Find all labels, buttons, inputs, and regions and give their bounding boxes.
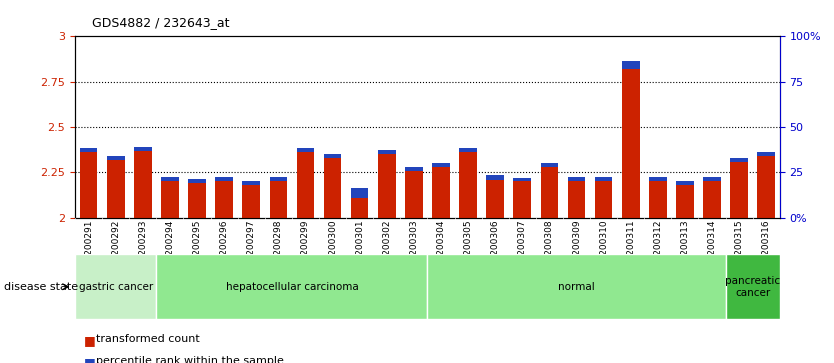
Bar bbox=[75, 254, 157, 319]
Bar bbox=[432, 167, 450, 218]
Bar bbox=[731, 158, 748, 162]
Text: GSM1200297: GSM1200297 bbox=[247, 220, 256, 280]
Bar bbox=[432, 163, 450, 167]
Text: GSM1200291: GSM1200291 bbox=[84, 220, 93, 280]
Bar bbox=[157, 254, 428, 319]
Bar bbox=[649, 177, 666, 182]
Text: GSM1200301: GSM1200301 bbox=[355, 220, 364, 280]
Text: GSM1200293: GSM1200293 bbox=[138, 220, 148, 280]
Text: GSM1200313: GSM1200313 bbox=[681, 220, 690, 280]
Text: disease state: disease state bbox=[4, 282, 78, 292]
Bar bbox=[243, 181, 260, 185]
Bar bbox=[80, 152, 98, 218]
Bar bbox=[243, 185, 260, 218]
Bar bbox=[351, 198, 369, 218]
Bar bbox=[540, 163, 558, 167]
Bar bbox=[215, 182, 233, 218]
Text: GSM1200299: GSM1200299 bbox=[301, 220, 310, 280]
Bar bbox=[324, 158, 341, 218]
Text: GSM1200308: GSM1200308 bbox=[545, 220, 554, 280]
Bar bbox=[731, 162, 748, 218]
Bar bbox=[514, 182, 531, 218]
Text: GSM1200316: GSM1200316 bbox=[761, 220, 771, 280]
Bar bbox=[405, 171, 423, 218]
Bar bbox=[622, 69, 640, 218]
Bar bbox=[486, 180, 504, 218]
Bar bbox=[161, 177, 178, 182]
Text: GSM1200296: GSM1200296 bbox=[219, 220, 229, 280]
Bar bbox=[107, 156, 124, 160]
Text: GSM1200294: GSM1200294 bbox=[165, 220, 174, 280]
Text: GSM1200298: GSM1200298 bbox=[274, 220, 283, 280]
Text: percentile rank within the sample: percentile rank within the sample bbox=[96, 356, 284, 363]
Text: GSM1200314: GSM1200314 bbox=[707, 220, 716, 280]
Text: GSM1200300: GSM1200300 bbox=[328, 220, 337, 280]
Bar bbox=[568, 177, 585, 182]
Text: GSM1200305: GSM1200305 bbox=[464, 220, 473, 280]
Text: pancreatic
cancer: pancreatic cancer bbox=[725, 276, 781, 298]
Bar bbox=[297, 152, 314, 218]
Bar bbox=[726, 254, 780, 319]
Bar bbox=[269, 182, 287, 218]
Text: GDS4882 / 232643_at: GDS4882 / 232643_at bbox=[92, 16, 229, 29]
Text: GSM1200309: GSM1200309 bbox=[572, 220, 581, 280]
Text: hepatocellular carcinoma: hepatocellular carcinoma bbox=[225, 282, 359, 292]
Bar bbox=[595, 182, 612, 218]
Bar bbox=[351, 188, 369, 198]
Bar bbox=[514, 178, 531, 182]
Bar bbox=[134, 147, 152, 151]
Bar bbox=[460, 148, 477, 152]
Bar bbox=[622, 61, 640, 69]
Bar bbox=[161, 182, 178, 218]
Text: transformed count: transformed count bbox=[96, 334, 199, 344]
Bar bbox=[540, 167, 558, 218]
Text: GSM1200292: GSM1200292 bbox=[111, 220, 120, 280]
Bar bbox=[595, 177, 612, 182]
Bar bbox=[107, 160, 124, 218]
Bar bbox=[134, 151, 152, 218]
Text: normal: normal bbox=[558, 282, 595, 292]
Bar bbox=[378, 150, 395, 154]
Bar bbox=[703, 182, 721, 218]
Bar bbox=[324, 154, 341, 158]
Bar bbox=[215, 177, 233, 182]
Bar bbox=[378, 154, 395, 218]
Text: GSM1200315: GSM1200315 bbox=[735, 220, 744, 280]
Text: ■: ■ bbox=[83, 356, 95, 363]
Bar bbox=[297, 148, 314, 152]
Text: GSM1200306: GSM1200306 bbox=[490, 220, 500, 280]
Text: GSM1200312: GSM1200312 bbox=[653, 220, 662, 280]
Text: gastric cancer: gastric cancer bbox=[78, 282, 153, 292]
Bar bbox=[80, 148, 98, 152]
Bar bbox=[428, 254, 726, 319]
Bar bbox=[269, 177, 287, 182]
Bar bbox=[188, 179, 206, 183]
Bar bbox=[757, 152, 775, 156]
Text: GSM1200307: GSM1200307 bbox=[518, 220, 527, 280]
Text: GSM1200311: GSM1200311 bbox=[626, 220, 636, 280]
Bar bbox=[460, 152, 477, 218]
Text: GSM1200303: GSM1200303 bbox=[409, 220, 419, 280]
Bar bbox=[568, 182, 585, 218]
Bar bbox=[405, 167, 423, 171]
Bar bbox=[676, 185, 694, 218]
Bar bbox=[703, 177, 721, 182]
Text: GSM1200295: GSM1200295 bbox=[193, 220, 202, 280]
Bar bbox=[649, 182, 666, 218]
Text: GSM1200302: GSM1200302 bbox=[382, 220, 391, 280]
Bar bbox=[188, 183, 206, 218]
Bar bbox=[676, 181, 694, 185]
Bar bbox=[757, 156, 775, 218]
Text: GSM1200310: GSM1200310 bbox=[599, 220, 608, 280]
Text: ■: ■ bbox=[83, 334, 95, 347]
Bar bbox=[486, 175, 504, 180]
Text: GSM1200304: GSM1200304 bbox=[436, 220, 445, 280]
